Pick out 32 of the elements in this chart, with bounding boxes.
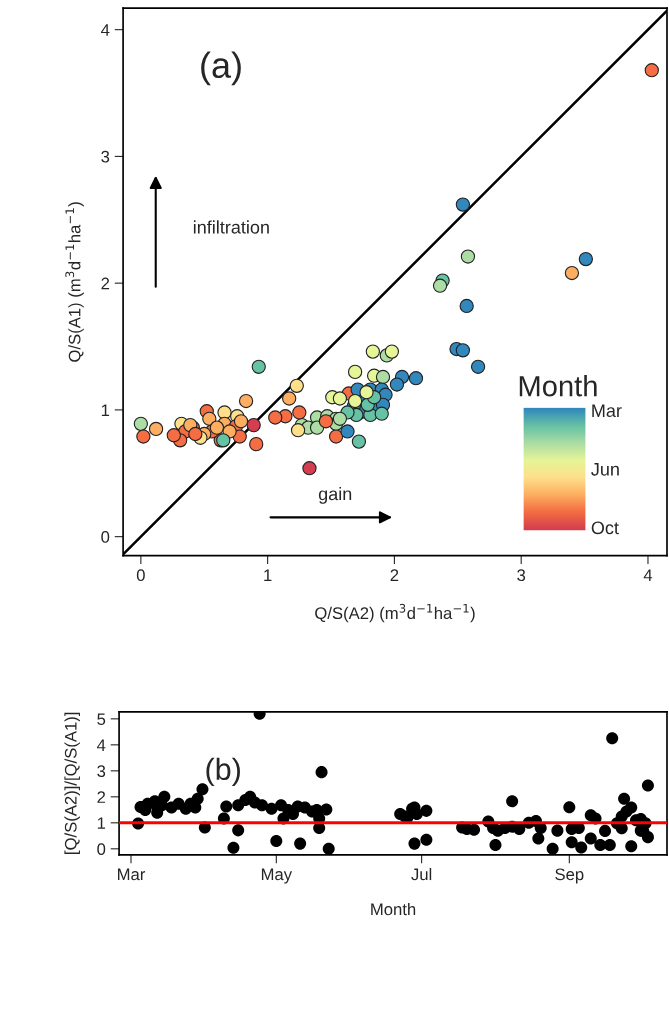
y-tick-label: 1 — [97, 817, 106, 829]
y-tick-label: 2 — [97, 791, 106, 803]
x-tick-label: 2 — [390, 569, 399, 581]
annotation: Jun — [591, 463, 619, 476]
x-tick-label: 4 — [643, 569, 653, 581]
x-axis-title: Month — [371, 902, 416, 916]
y-tick-label: 1 — [101, 404, 110, 416]
annotation: Month — [519, 375, 597, 397]
y-tick-label: 4 — [97, 739, 106, 751]
annotation: (a) — [201, 51, 241, 86]
y-tick-label: 2 — [101, 277, 110, 290]
y-tick-label: 4 — [101, 24, 110, 36]
x-tick-label: 1 — [264, 569, 272, 581]
annotation: Mar — [592, 404, 622, 418]
annotation: infiltration — [193, 220, 269, 234]
x-tick-label: May — [261, 868, 293, 884]
x-tick-label: Jul — [411, 868, 432, 881]
y-tick-label: 0 — [97, 843, 106, 856]
y-tick-label: 3 — [101, 150, 110, 163]
annotation: gain — [318, 487, 352, 504]
y-tick-label: 0 — [101, 531, 110, 543]
y-axis-title: Q/S(A1) (m$^{3}$d$^{−1}$ha$^{−1}$) — [65, 202, 84, 362]
annotation: Oct — [591, 521, 619, 535]
x-tick-label: 3 — [517, 569, 526, 582]
x-tick-label: 0 — [136, 569, 145, 582]
x-tick-label: Mar — [118, 868, 146, 881]
x-axis-title: Q/S(A2) (m$^{3}$d$^{−1}$ha$^{−1}$) — [315, 603, 475, 623]
annotation: (b) — [206, 757, 240, 787]
y-tick-label: 5 — [97, 713, 106, 726]
y-tick-label: 3 — [97, 765, 106, 778]
x-tick-label: Sep — [555, 868, 584, 884]
y-axis-title: [Q/S(A2)]/[Q/S(A1)] — [64, 712, 80, 854]
